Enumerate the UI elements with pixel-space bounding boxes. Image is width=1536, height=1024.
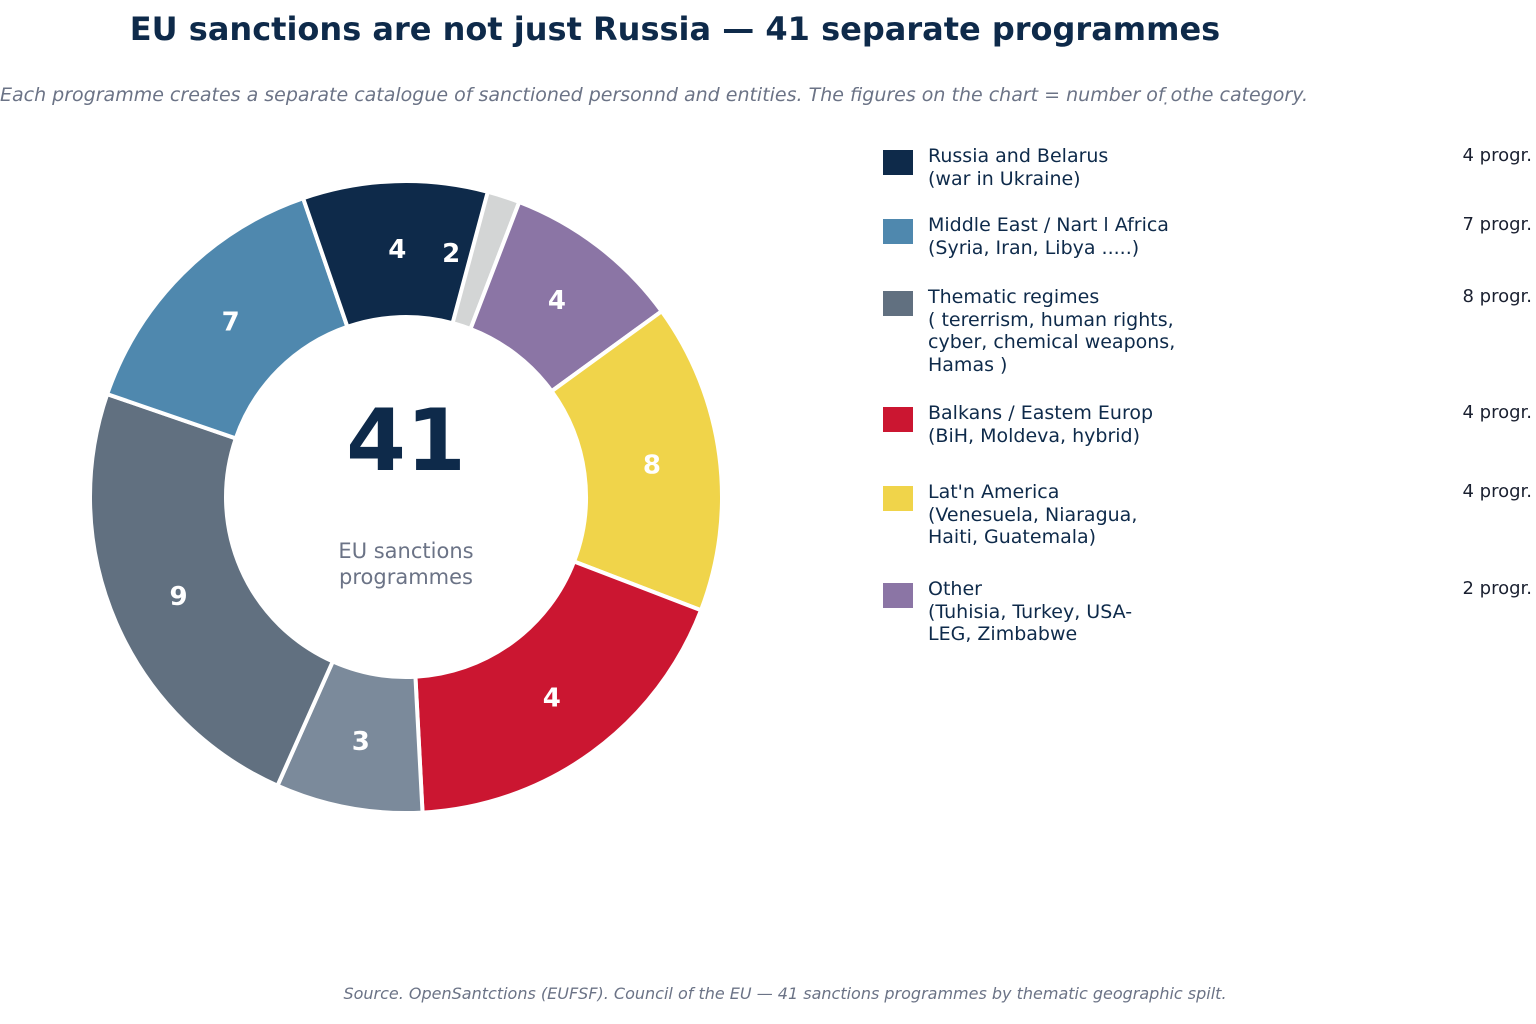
legend-swatch xyxy=(883,407,913,432)
donut-slice xyxy=(413,558,704,815)
legend-name: Russia and Belarus xyxy=(928,145,1109,167)
legend-swatch xyxy=(883,150,913,175)
legend-label: Balkans / Eastem Europ (BiH, Moldeva, hyb… xyxy=(928,402,1328,447)
legend-detail: (Venesuela, Niaragua, Haiti, Guatemala) xyxy=(928,503,1138,549)
legend-label: Other (Tuhisia, Turkey, USA-LEG, Zimbabwe xyxy=(928,578,1158,646)
legend-name: Balkans / Eastem Europ xyxy=(928,402,1154,424)
legend-detail: (Tuhisia, Turkey, USA-LEG, Zimbabwe xyxy=(928,600,1133,646)
source-note: Source. OpenSantctions (EUFSF). Council … xyxy=(343,984,1227,1003)
legend-swatch xyxy=(883,219,913,244)
legend-label: Russia and Belarus (war in Ukraine) xyxy=(928,145,1328,190)
donut-slice xyxy=(300,179,491,330)
center-total-value: 41 xyxy=(346,391,466,491)
legend-name: Lat'n America xyxy=(928,481,1060,503)
center-label-line: EU sanctions xyxy=(338,539,473,563)
slice-value-label: 3 xyxy=(352,727,370,757)
center-label: EU sanctions programmes xyxy=(338,539,473,589)
legend-count: 8 progr. xyxy=(1462,286,1532,307)
legend-count: 4 progr. xyxy=(1462,145,1532,166)
donut-chart: 2 4 8 4 3 9 7 4 41 EU sanctions programmes xyxy=(88,178,724,815)
center-label-line: programmes xyxy=(339,565,473,589)
legend-item: Lat'n America (Venesuela, Niaragua, Haiti… xyxy=(882,481,1532,553)
legend-label: Thematic regimes( tererrism, human right… xyxy=(928,286,1188,376)
legend-detail: (war in Ukraine) xyxy=(928,167,1081,190)
slice-value-label: 4 xyxy=(543,684,561,714)
legend-name: Thematic regimes xyxy=(928,286,1100,308)
slice-value-label: 7 xyxy=(222,308,240,338)
slice-value-label: 4 xyxy=(548,286,566,316)
legend-item: Balkans / Eastem Europ (BiH, Moldeva, hyb… xyxy=(882,402,1532,452)
legend-label: Lat'n America (Venesuela, Niaragua, Haiti… xyxy=(928,481,1168,549)
donut-slice xyxy=(104,195,350,441)
legend-detail: (BiH, Moldeva, hybrid) xyxy=(928,424,1141,447)
chart-title: EU sanctions are not just Russia — 41 se… xyxy=(129,10,1221,48)
legend-item: Middle East / Nart l Africa (Syria, Iran,… xyxy=(882,214,1532,264)
donut-slice xyxy=(88,391,336,789)
slice-value-label: 4 xyxy=(388,235,406,265)
donut-slices xyxy=(88,178,724,815)
legend-name: Other xyxy=(928,578,982,600)
legend-item: Thematic regimes( tererrism, human right… xyxy=(882,286,1532,381)
legend-item: Other (Tuhisia, Turkey, USA-LEG, Zimbabwe… xyxy=(882,578,1532,650)
legend-count: 2 progr. xyxy=(1462,578,1532,599)
legend-count: 7 progr. xyxy=(1462,214,1532,235)
legend-detail: ( tererrism, human rights, cyber, chemic… xyxy=(928,308,1176,376)
legend-swatch xyxy=(883,486,913,511)
slice-value-label: 2 xyxy=(442,239,460,269)
donut-slice-labels: 2 4 8 4 3 9 7 4 xyxy=(170,235,661,757)
legend-swatch xyxy=(883,291,913,316)
legend-detail: (Syria, Iran, Libya .....) xyxy=(928,236,1140,259)
slice-value-label: 8 xyxy=(643,451,661,481)
legend-item: Russia and Belarus (war in Ukraine) 4 prog… xyxy=(882,145,1532,195)
legend-label: Middle East / Nart l Africa (Syria, Iran,… xyxy=(928,214,1328,259)
chart-subtitle: Each programme creates a separate catalo… xyxy=(0,84,1309,106)
legend-count: 4 progr. xyxy=(1462,402,1532,423)
legend-swatch xyxy=(883,583,913,608)
legend-name: Middle East / Nart l Africa xyxy=(928,214,1169,236)
legend-count: 4 progr. xyxy=(1462,481,1532,502)
donut-slice xyxy=(548,308,724,613)
slice-value-label: 9 xyxy=(170,582,188,612)
